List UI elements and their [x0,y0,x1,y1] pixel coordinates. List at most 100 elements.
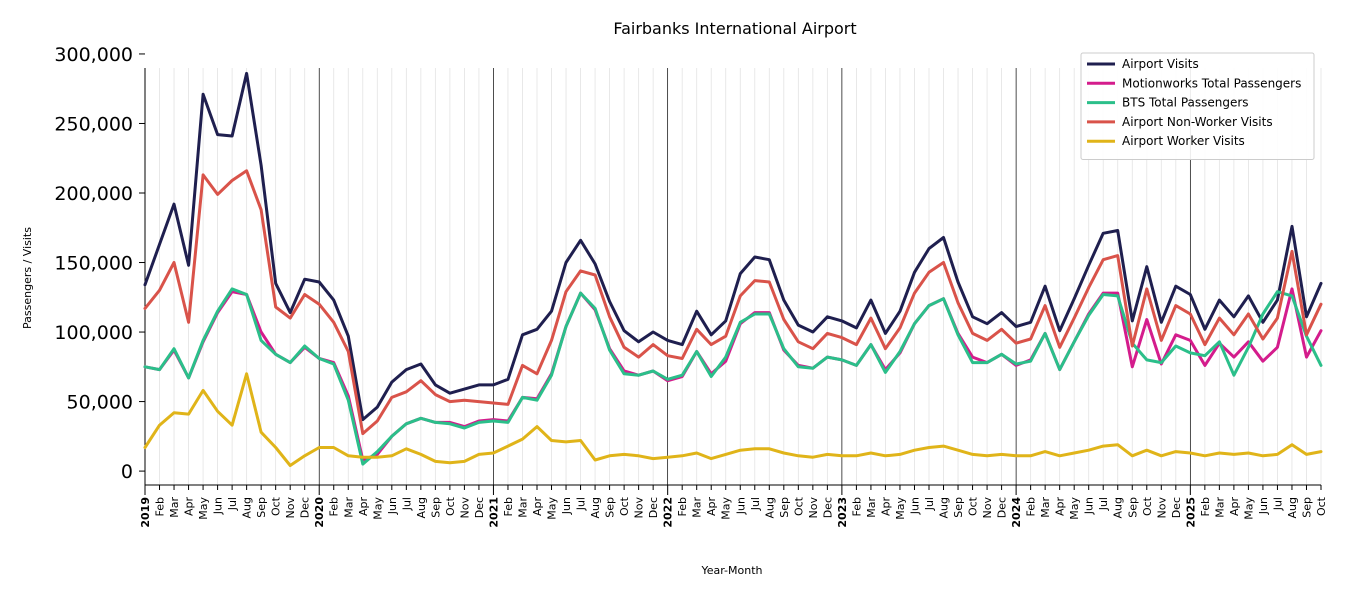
x-tick-label: 2019 [139,497,152,528]
x-tick-label: Oct [444,496,457,516]
x-tick-label: Jun [1257,497,1270,515]
x-tick-label: May [1242,497,1255,520]
x-tick-label: Feb [328,497,341,516]
x-axis: 2019 Feb Mar Apr May Jun Jul Aug Sep Oct Nov Dec 202… [139,484,1328,528]
x-tick-label: 2021 [487,497,500,528]
legend-entry: Airport Non-Worker Visits [1122,115,1273,129]
x-tick-label: May [197,497,210,520]
x-tick-label: Dec [821,497,834,518]
x-tick-label: Oct [1141,496,1154,516]
x-tick-label: May [894,497,907,520]
x-tick-label: Nov [981,497,994,519]
x-tick-label: Feb [154,497,167,516]
x-tick-label: Oct [792,496,805,516]
x-tick-label: Feb [676,497,689,516]
x-tick-label: Sep [429,497,442,518]
x-tick-label: Mar [342,497,355,518]
x-tick-label: Dec [647,497,660,518]
x-tick-label: Aug [415,497,428,518]
x-tick-label: Nov [1155,497,1168,519]
x-tick-label: 2022 [662,497,675,528]
legend: Airport Visits Motionworks Total Passenge… [1080,52,1315,160]
x-tick-label: Mar [1039,497,1052,518]
x-tick-label: Sep [255,497,268,518]
x-tick-label: 2025 [1184,497,1197,528]
x-tick-label: May [371,497,384,520]
series-line [143,169,1323,436]
x-tick-label: Jun [1083,497,1096,515]
x-tick-label: Sep [1300,497,1313,518]
x-tick-label: Aug [938,497,951,518]
x-tick-label: Feb [1199,497,1212,516]
y-tick-label: 0 [121,461,133,483]
x-tick-label: Aug [763,497,776,518]
x-tick-label: Dec [299,497,312,518]
x-tick-label: Jul [749,497,762,511]
x-tick-label: Jun [560,497,573,515]
x-tick-label: Nov [284,497,297,519]
x-tick-label: Jun [734,497,747,515]
x-tick-label: Mar [168,497,181,518]
x-tick-label: Apr [1054,497,1067,517]
x-tick-label: Jul [575,497,588,511]
x-tick-label: Apr [531,497,544,517]
y-tick-label: 250,000 [54,113,133,135]
x-tick-label: Apr [1228,497,1241,517]
legend-entry: Airport Visits [1122,57,1199,71]
x-tick-label: Aug [241,497,254,518]
x-tick-label: Dec [473,497,486,518]
y-tick-label: 50,000 [67,392,133,414]
y-axis-label: Passengers / Visits [21,227,34,329]
x-tick-label: May [720,497,733,520]
x-tick-label: Jun [908,497,921,515]
series-lines [143,71,1323,467]
x-tick-label: 2023 [836,497,849,528]
y-tick-label: 300,000 [54,44,133,66]
y-tick-label: 100,000 [54,322,133,344]
x-axis-label: Year-Month [700,564,762,577]
x-tick-label: Aug [589,497,602,518]
x-tick-label: Sep [952,497,965,518]
x-tick-label: Jul [226,497,239,511]
x-tick-label: Jul [1271,497,1284,511]
chart-title: Fairbanks International Airport [613,19,856,38]
x-tick-label: Feb [502,497,515,516]
legend-entry: BTS Total Passengers [1122,96,1249,110]
x-tick-label: Sep [1126,497,1139,518]
x-tick-label: Sep [778,497,791,518]
series-line [143,71,1323,422]
x-tick-label: 2020 [313,497,326,528]
x-tick-label: Dec [1170,497,1183,518]
x-tick-label: Oct [270,496,283,516]
y-axis: 0 50,000 100,000 150,000 200,000 250,000 300,0… [54,44,146,485]
x-tick-label: Apr [879,497,892,517]
x-tick-label: Jul [400,497,413,511]
x-tick-label: Jun [212,497,225,515]
x-tick-label: Nov [807,497,820,519]
x-tick-label: Mar [516,497,529,518]
x-tick-label: 2024 [1010,497,1023,528]
legend-entry: Airport Worker Visits [1122,134,1245,148]
series-line [143,287,1323,466]
x-tick-label: Feb [1025,497,1038,516]
x-tick-label: Jun [386,497,399,515]
x-tick-label: Oct [1315,496,1328,516]
x-tick-label: Mar [865,497,878,518]
x-tick-label: Mar [1213,497,1226,518]
x-tick-label: Feb [850,497,863,516]
x-tick-label: Apr [705,497,718,517]
legend-entry: Motionworks Total Passengers [1122,76,1301,90]
x-tick-label: Dec [996,497,1009,518]
x-tick-label: Aug [1286,497,1299,518]
x-tick-label: Aug [1112,497,1125,518]
x-tick-label: May [1068,497,1081,520]
x-tick-label: Apr [357,497,370,517]
x-tick-label: Nov [633,497,646,519]
y-tick-label: 200,000 [54,183,133,205]
x-tick-label: Jul [923,497,936,511]
y-tick-label: 150,000 [54,253,133,275]
x-tick-label: Jul [1097,497,1110,511]
x-tick-label: Sep [604,497,617,518]
x-tick-label: May [546,497,559,520]
